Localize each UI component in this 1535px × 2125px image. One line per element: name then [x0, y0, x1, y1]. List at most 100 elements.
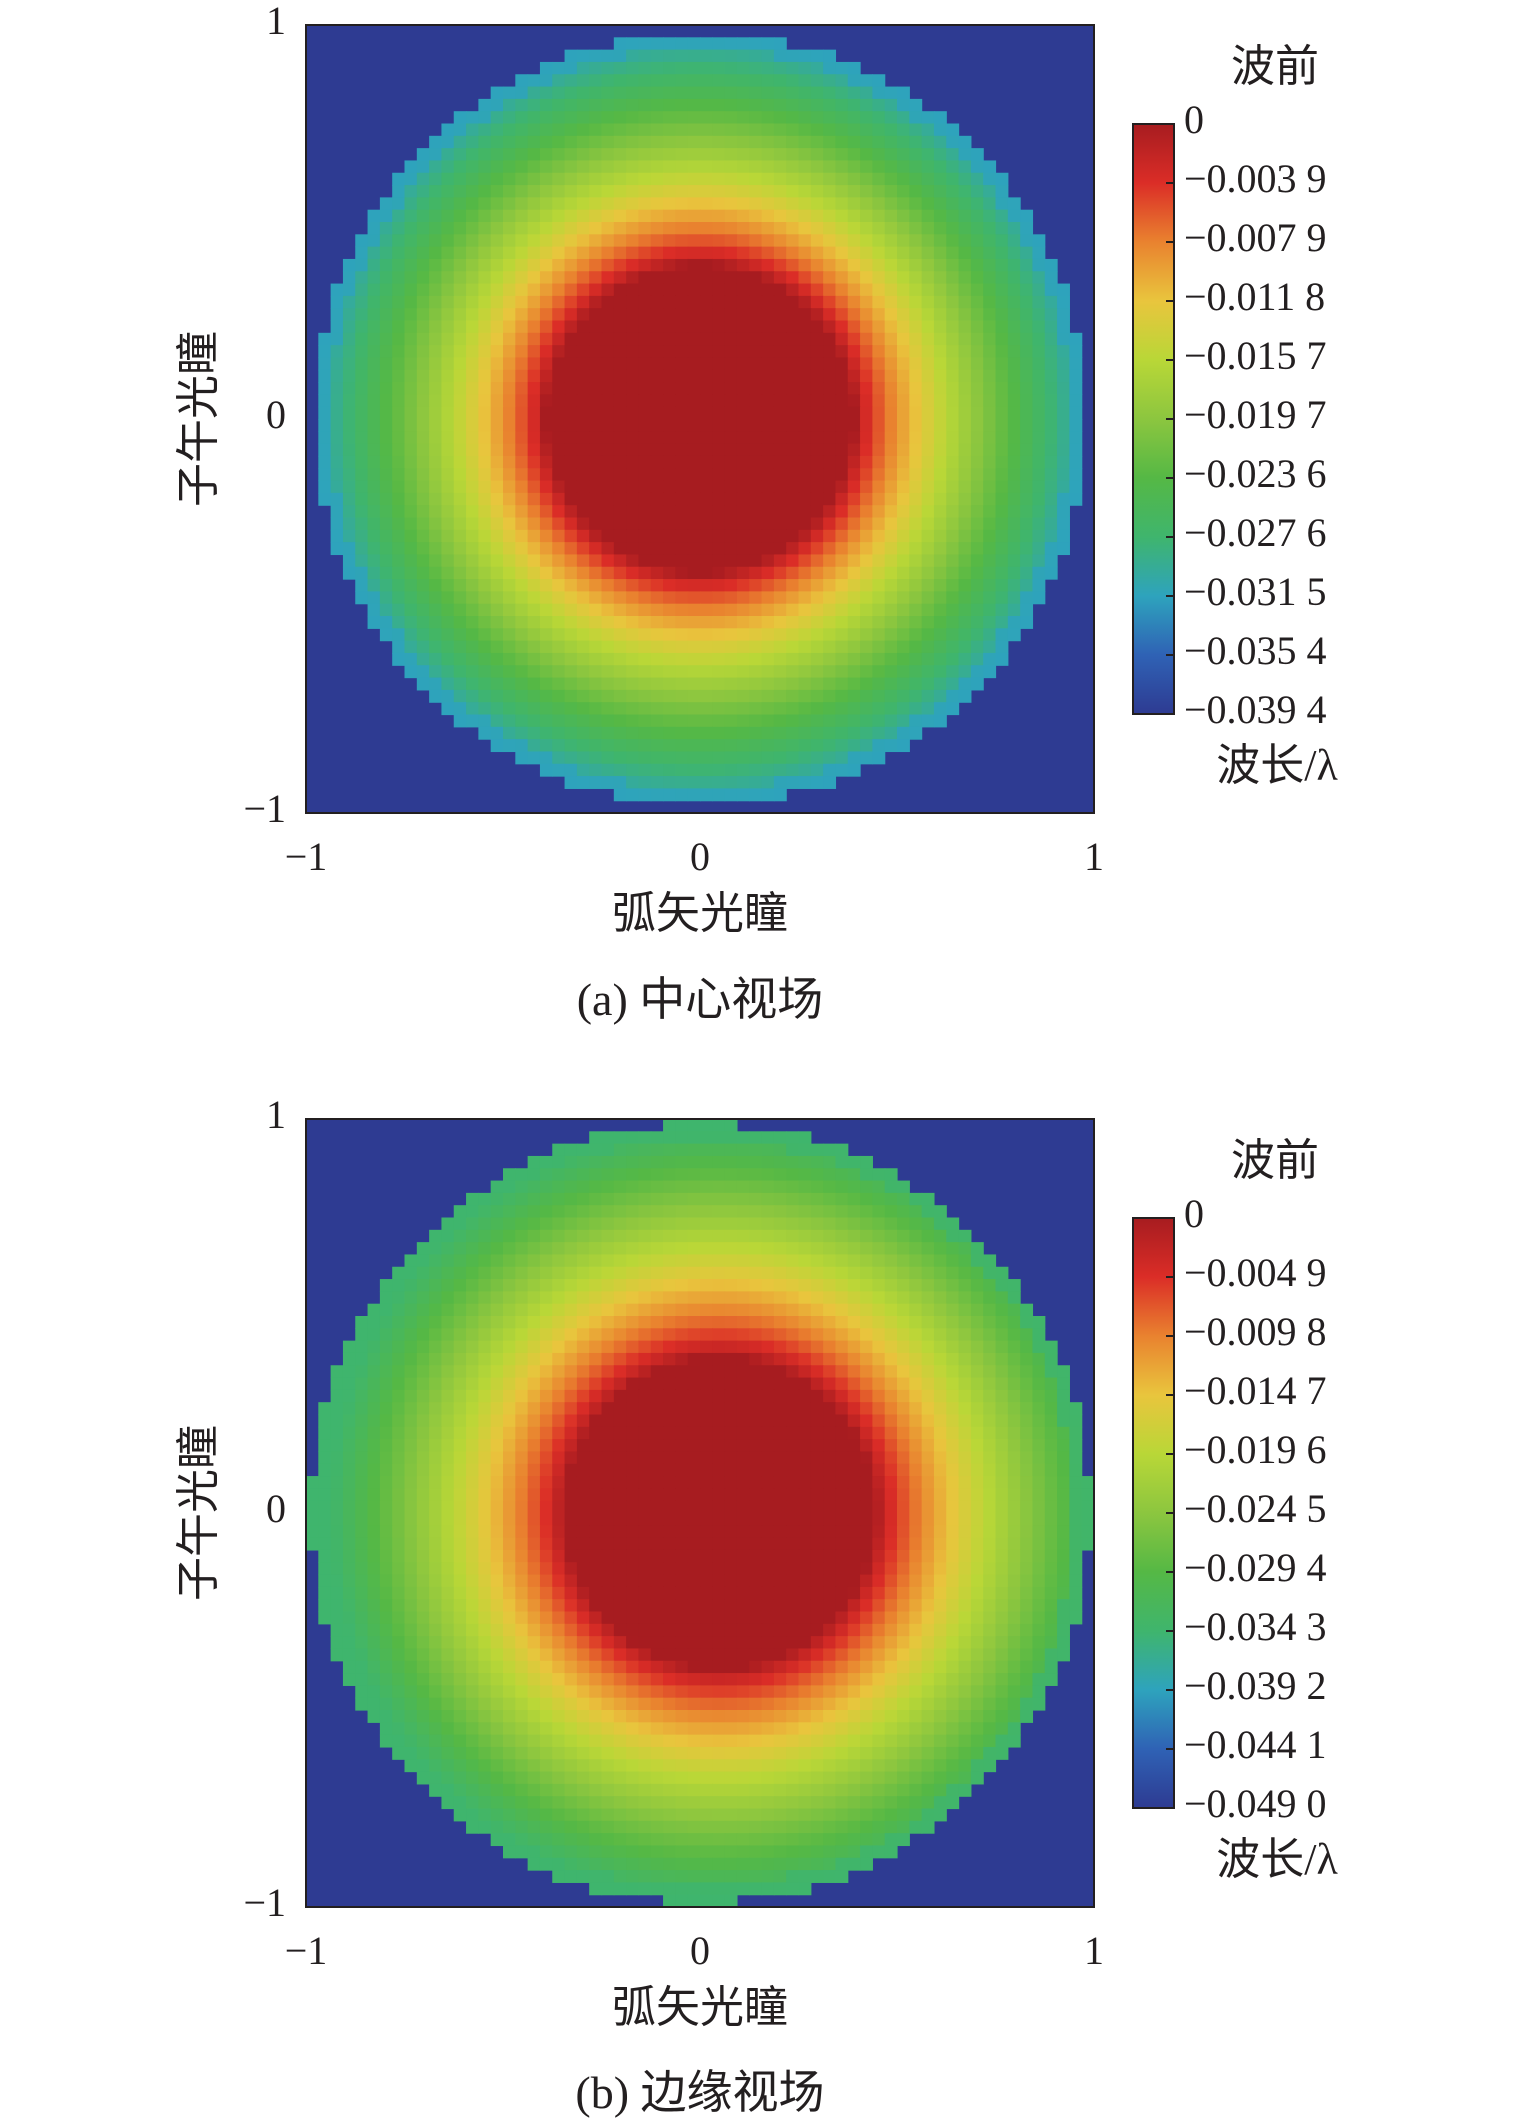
heatmap-cell	[798, 135, 812, 149]
heatmap-cell	[786, 714, 800, 728]
heatmap-cell	[847, 714, 861, 728]
heatmap-cell	[429, 1402, 443, 1416]
heatmap-cell	[687, 135, 701, 149]
heatmap-cell	[773, 1488, 787, 1502]
heatmap-cell	[1044, 419, 1058, 432]
heatmap-cell	[835, 419, 849, 432]
heatmap-cell	[786, 1525, 800, 1539]
heatmap-cell	[576, 1476, 590, 1489]
heatmap-cell	[539, 86, 553, 100]
heatmap-cell	[958, 1254, 972, 1268]
heatmap-cell	[613, 443, 627, 457]
heatmap-cell	[515, 726, 529, 740]
heatmap-cell	[773, 209, 787, 223]
heatmap-cell	[884, 308, 898, 322]
heatmap-cell	[810, 677, 824, 691]
heatmap-cell	[576, 455, 590, 469]
heatmap-cell	[441, 505, 455, 519]
heatmap-cell	[909, 517, 923, 531]
heatmap-cell	[983, 492, 997, 506]
heatmap-cell	[835, 763, 849, 777]
heatmap-cell	[810, 1377, 824, 1391]
heatmap-cell	[995, 419, 1009, 432]
heatmap-cell	[1007, 308, 1021, 322]
heatmap-cell	[921, 123, 935, 137]
heatmap-cell	[330, 542, 344, 556]
heatmap-cell	[847, 234, 861, 248]
heatmap-cell	[712, 271, 726, 285]
heatmap-cell	[897, 492, 910, 506]
heatmap-cell	[773, 49, 787, 63]
heatmap-cell	[552, 1352, 566, 1366]
heatmap-cell	[564, 394, 578, 408]
heatmap-cell	[921, 111, 935, 125]
heatmap-cell	[749, 394, 763, 408]
heatmap-cell	[712, 209, 726, 223]
heatmap-cell	[946, 1242, 960, 1256]
heatmap-cell	[466, 1266, 479, 1280]
heatmap-cell	[897, 123, 910, 137]
heatmap-cell	[416, 320, 430, 334]
heatmap-cell	[712, 1513, 726, 1526]
heatmap-cell	[416, 148, 430, 162]
heatmap-cell	[872, 369, 886, 383]
heatmap-cell	[355, 1537, 369, 1551]
heatmap-cell	[749, 751, 763, 765]
heatmap-cell	[638, 517, 652, 531]
heatmap-cell	[453, 554, 467, 568]
heatmap-cell	[884, 542, 898, 556]
heatmap-cell	[700, 1488, 713, 1502]
heatmap-cell	[884, 382, 898, 395]
heatmap-cell	[638, 529, 652, 543]
heatmap-cell	[589, 74, 603, 88]
heatmap-cell	[786, 1439, 800, 1453]
y-tick-a-top: 1	[266, 0, 286, 43]
heatmap-cell	[490, 591, 504, 605]
heatmap-cell	[933, 1352, 947, 1366]
heatmap-cell	[773, 271, 787, 285]
heatmap-cell	[601, 222, 615, 235]
heatmap-cell	[650, 295, 664, 309]
heatmap-cell	[638, 160, 652, 174]
heatmap-cell	[835, 357, 849, 371]
heatmap-cell	[515, 234, 529, 248]
heatmap-cell	[933, 283, 947, 297]
heatmap-cell	[897, 332, 910, 346]
heatmap-cell	[539, 1266, 553, 1280]
heatmap-cell	[515, 209, 529, 223]
heatmap-cell	[700, 616, 713, 629]
heatmap-cell	[675, 542, 689, 556]
heatmap-cell	[810, 61, 824, 75]
heatmap-cell	[416, 382, 430, 395]
heatmap-cell	[552, 1143, 566, 1157]
heatmap-cell	[835, 640, 849, 654]
heatmap-cell	[970, 1377, 984, 1391]
heatmap-cell	[441, 1217, 455, 1231]
heatmap-cell	[897, 1365, 910, 1379]
heatmap-cell	[515, 505, 529, 519]
heatmap-cell	[724, 357, 738, 371]
heatmap-cell	[798, 1451, 812, 1465]
heatmap-cell	[539, 628, 553, 642]
heatmap-cell	[958, 148, 972, 162]
heatmap-cell	[429, 332, 443, 346]
heatmap-cell	[958, 665, 972, 679]
heatmap-cell	[429, 148, 443, 162]
heatmap-cell	[823, 49, 837, 63]
heatmap-cell	[823, 1488, 837, 1502]
heatmap-cell	[663, 1119, 676, 1132]
heatmap-cell	[897, 468, 910, 482]
heatmap-cell	[576, 776, 590, 789]
heatmap-cell	[712, 258, 726, 272]
heatmap-cell	[933, 431, 947, 445]
heatmap-cell	[835, 1143, 849, 1157]
heatmap-cell	[576, 1389, 590, 1403]
heatmap-cell	[958, 517, 972, 531]
heatmap-cell	[823, 431, 837, 445]
heatmap-cell	[1044, 1513, 1058, 1526]
heatmap-cell	[736, 468, 750, 482]
heatmap-cell	[724, 1340, 738, 1354]
heatmap-cell	[700, 160, 713, 174]
heatmap-cell	[847, 751, 861, 765]
heatmap-cell	[503, 332, 516, 346]
